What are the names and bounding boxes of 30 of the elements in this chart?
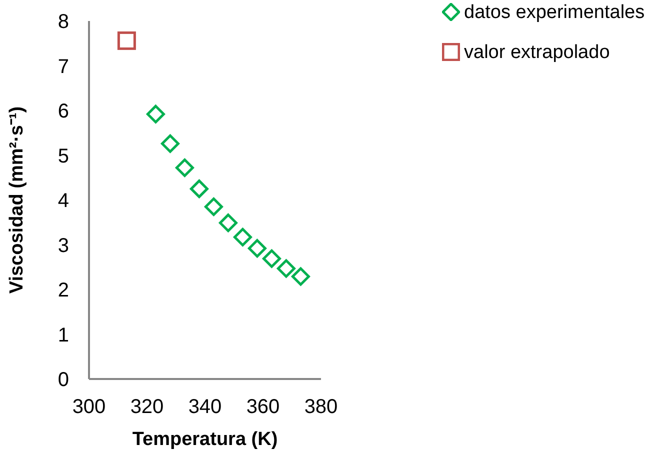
point bbox=[233, 228, 252, 246]
point bbox=[175, 158, 194, 178]
point bbox=[248, 239, 266, 258]
x-tick-label: 320 bbox=[130, 396, 164, 418]
y-tick-label: 4 bbox=[58, 190, 69, 212]
point bbox=[291, 267, 310, 286]
legend-label: valor extrapolado bbox=[464, 41, 611, 65]
y-tick-label: 5 bbox=[58, 145, 69, 168]
y-tick-label: 3 bbox=[58, 234, 69, 257]
point bbox=[276, 259, 296, 278]
y-tick-label: 2 bbox=[58, 280, 69, 302]
x-tick-label: 340 bbox=[188, 396, 222, 418]
point bbox=[204, 197, 223, 216]
y-axis-title: Viscosidad (mm²·s⁻¹) bbox=[6, 106, 28, 294]
y-tick-label: 6 bbox=[58, 100, 69, 123]
point bbox=[117, 31, 136, 50]
point bbox=[262, 249, 281, 268]
y-tick-label: 7 bbox=[58, 56, 69, 78]
x-tick-label: 380 bbox=[304, 396, 338, 418]
point bbox=[160, 134, 180, 153]
x-tick-label: 300 bbox=[72, 396, 106, 418]
x-axis-title: Temperatura (K) bbox=[132, 429, 278, 450]
y-tick-label: 0 bbox=[58, 369, 69, 392]
point bbox=[218, 214, 238, 232]
legend-label: datos experimentales bbox=[464, 1, 646, 25]
y-tick-label: 1 bbox=[58, 324, 69, 346]
y-tick-label: 8 bbox=[58, 11, 69, 34]
point bbox=[146, 104, 165, 124]
point bbox=[190, 180, 208, 198]
x-tick-label: 360 bbox=[246, 396, 280, 418]
